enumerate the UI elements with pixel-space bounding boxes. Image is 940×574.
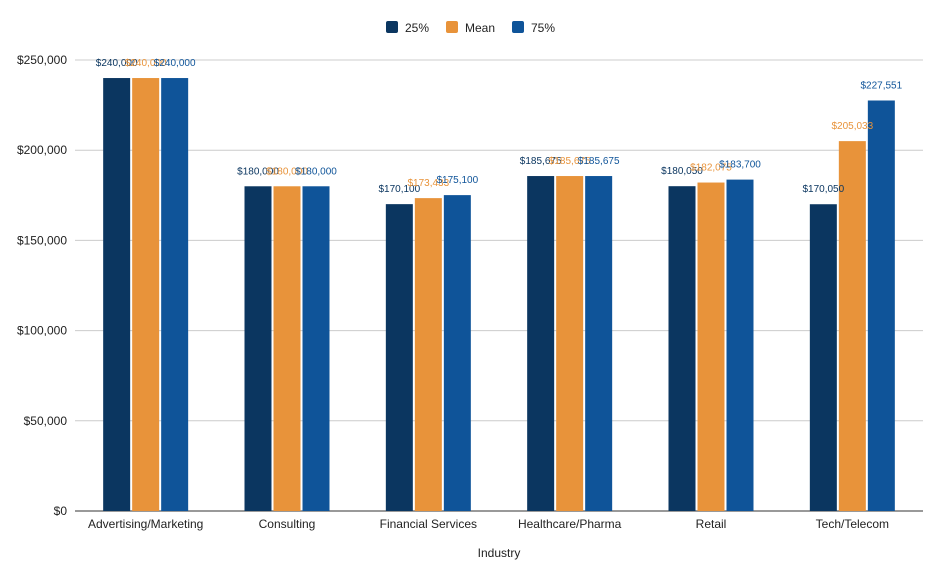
y-tick-label: $50,000 (24, 414, 68, 428)
bar[interactable] (103, 78, 131, 511)
bar[interactable] (668, 186, 696, 511)
x-tick-label: Consulting (259, 517, 316, 531)
data-labels: $240,000$240,000$240,000$180,000$180,000… (96, 58, 903, 195)
bar[interactable] (726, 179, 754, 511)
data-label: $180,000 (266, 166, 308, 177)
legend-item[interactable]: Mean (446, 21, 495, 35)
data-label: $180,000 (295, 166, 337, 177)
y-tick-label: $100,000 (17, 324, 67, 338)
data-label: $240,000 (125, 58, 167, 69)
x-tick-label: Retail (696, 517, 727, 531)
bar[interactable] (161, 78, 189, 511)
data-label: $227,551 (860, 80, 902, 91)
x-axis: Advertising/Marketing Consulting Financial… (88, 517, 889, 531)
bar[interactable] (585, 176, 613, 511)
y-axis: $0 $50,000 $100,000 $150,000 $200,000 $250,00… (17, 53, 67, 518)
data-label: $170,100 (378, 184, 420, 195)
bar[interactable] (244, 186, 272, 511)
y-tick-label: $150,000 (17, 233, 67, 247)
data-label: $175,100 (436, 175, 478, 186)
legend-swatch (512, 21, 524, 33)
bar[interactable] (867, 100, 895, 512)
bar[interactable] (527, 176, 555, 511)
data-label: $240,000 (96, 58, 138, 69)
x-tick-label: Advertising/Marketing (88, 517, 203, 531)
data-label: $180,050 (661, 166, 703, 177)
x-tick-label: Financial Services (380, 517, 477, 531)
data-label: $185,675 (520, 156, 562, 167)
gridlines (75, 59, 923, 512)
bar[interactable] (838, 141, 866, 511)
data-label: $180,000 (237, 166, 279, 177)
bar[interactable] (132, 78, 160, 511)
bar[interactable] (385, 204, 413, 512)
x-tick-label: Healthcare/Pharma (518, 517, 622, 531)
bar[interactable] (556, 176, 584, 511)
legend-label: 25% (405, 21, 429, 35)
x-tick-label: Tech/Telecom (816, 517, 889, 531)
legend[interactable]: 25% Mean 75% (386, 21, 555, 35)
bar[interactable] (302, 186, 330, 511)
legend-swatch (386, 21, 398, 33)
data-label: $170,050 (802, 184, 844, 195)
bar[interactable] (443, 195, 471, 511)
data-label: $205,033 (831, 121, 873, 132)
y-tick-label: $0 (54, 504, 68, 518)
bar[interactable] (697, 182, 725, 512)
bar[interactable] (809, 204, 837, 511)
bar[interactable] (414, 198, 442, 511)
x-axis-title: Industry (478, 546, 521, 560)
bars (103, 78, 895, 512)
data-label: $240,000 (154, 58, 196, 69)
legend-label: Mean (465, 21, 495, 35)
legend-label: 75% (531, 21, 555, 35)
data-label: $173,433 (407, 178, 449, 189)
y-tick-label: $250,000 (17, 53, 67, 67)
data-label: $185,675 (578, 156, 620, 167)
bar[interactable] (273, 186, 301, 511)
y-tick-label: $200,000 (17, 143, 67, 157)
data-label: $182,075 (690, 163, 732, 174)
legend-item[interactable]: 25% (386, 21, 429, 35)
data-label: $185,675 (549, 156, 591, 167)
legend-swatch (446, 21, 458, 33)
data-label: $183,700 (719, 160, 761, 171)
legend-item[interactable]: 75% (512, 21, 555, 35)
